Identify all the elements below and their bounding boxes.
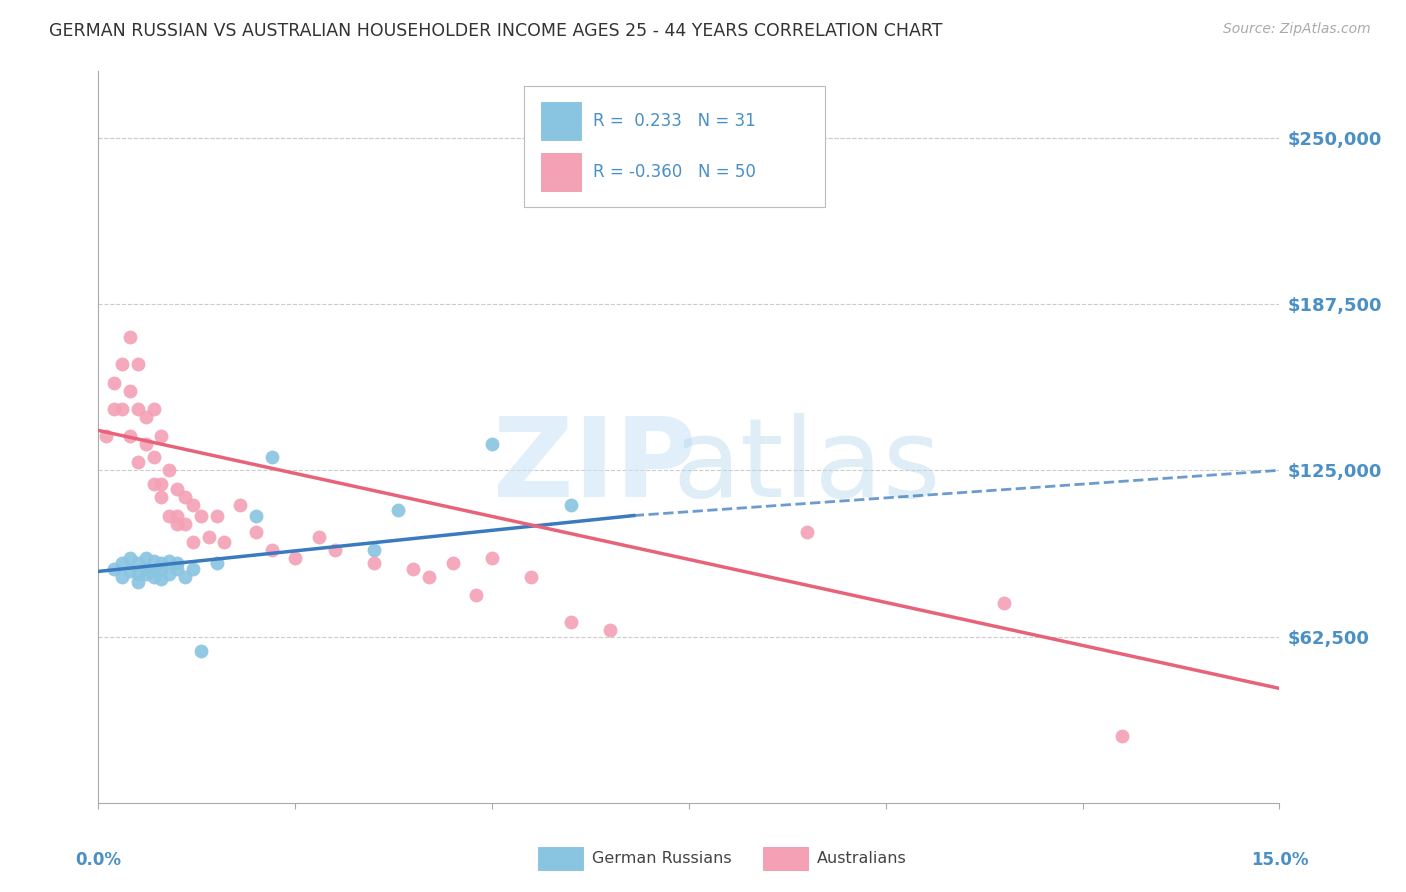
Point	[214, 535, 236, 549]
Point	[111, 557, 134, 571]
Point	[465, 588, 488, 602]
Point	[150, 557, 173, 571]
Text: 15.0%: 15.0%	[1251, 851, 1308, 869]
Point	[96, 429, 118, 443]
Point	[205, 508, 228, 523]
Point	[142, 402, 165, 417]
FancyBboxPatch shape	[541, 102, 582, 140]
Text: R = -0.360   N = 50: R = -0.360 N = 50	[593, 163, 756, 181]
Point	[796, 524, 818, 539]
Point	[205, 557, 228, 571]
Point	[135, 436, 157, 450]
Point	[157, 567, 180, 582]
Point	[418, 570, 440, 584]
Point	[190, 508, 212, 523]
Point	[142, 450, 165, 464]
Point	[174, 570, 197, 584]
Point	[127, 557, 149, 571]
Text: German Russians: German Russians	[592, 851, 731, 865]
Point	[150, 562, 173, 576]
Point	[118, 551, 141, 566]
Point	[111, 357, 134, 371]
Point	[142, 570, 165, 584]
Text: Australians: Australians	[817, 851, 907, 865]
Point	[127, 357, 149, 371]
Point	[560, 615, 582, 629]
Point	[127, 402, 149, 417]
Point	[166, 562, 188, 576]
Point	[166, 482, 188, 496]
Point	[560, 498, 582, 512]
Point	[197, 530, 219, 544]
Point	[142, 476, 165, 491]
Point	[229, 498, 252, 512]
Point	[174, 516, 197, 531]
Point	[135, 562, 157, 576]
Point	[150, 490, 173, 504]
Point	[142, 565, 165, 579]
Point	[118, 384, 141, 398]
Text: R =  0.233   N = 31: R = 0.233 N = 31	[593, 112, 756, 130]
Point	[118, 330, 141, 344]
Point	[481, 436, 503, 450]
Point	[387, 503, 409, 517]
Point	[260, 543, 283, 558]
FancyBboxPatch shape	[541, 153, 582, 191]
Point	[174, 490, 197, 504]
Point	[260, 450, 283, 464]
Point	[111, 570, 134, 584]
Point	[166, 516, 188, 531]
Point	[103, 376, 125, 390]
Point	[157, 554, 180, 568]
Point	[599, 623, 621, 637]
Point	[520, 570, 543, 584]
Point	[1111, 729, 1133, 743]
Text: 0.0%: 0.0%	[76, 851, 121, 869]
Point	[166, 557, 188, 571]
Point	[150, 476, 173, 491]
FancyBboxPatch shape	[523, 86, 825, 207]
Point	[481, 551, 503, 566]
Point	[127, 575, 149, 590]
Point	[135, 567, 157, 582]
Text: GERMAN RUSSIAN VS AUSTRALIAN HOUSEHOLDER INCOME AGES 25 - 44 YEARS CORRELATION C: GERMAN RUSSIAN VS AUSTRALIAN HOUSEHOLDER…	[49, 22, 942, 40]
Point	[245, 508, 267, 523]
Point	[166, 508, 188, 523]
Point	[118, 565, 141, 579]
Point	[181, 535, 204, 549]
Point	[993, 596, 1015, 610]
Point	[157, 508, 180, 523]
Point	[150, 429, 173, 443]
Point	[245, 524, 267, 539]
Point	[118, 429, 141, 443]
Point	[127, 455, 149, 469]
Text: ZIP: ZIP	[492, 413, 696, 520]
Point	[402, 562, 425, 576]
Point	[103, 402, 125, 417]
Point	[441, 557, 464, 571]
Point	[111, 402, 134, 417]
Point	[190, 644, 212, 658]
Text: atlas: atlas	[673, 413, 941, 520]
Point	[181, 562, 204, 576]
Point	[157, 463, 180, 477]
Point	[103, 562, 125, 576]
Point	[150, 573, 173, 587]
Text: Source: ZipAtlas.com: Source: ZipAtlas.com	[1223, 22, 1371, 37]
Point	[363, 543, 385, 558]
Point	[142, 554, 165, 568]
Point	[127, 567, 149, 582]
Point	[135, 410, 157, 425]
Point	[135, 551, 157, 566]
Point	[363, 557, 385, 571]
Point	[181, 498, 204, 512]
Point	[308, 530, 330, 544]
Point	[284, 551, 307, 566]
Point	[323, 543, 346, 558]
